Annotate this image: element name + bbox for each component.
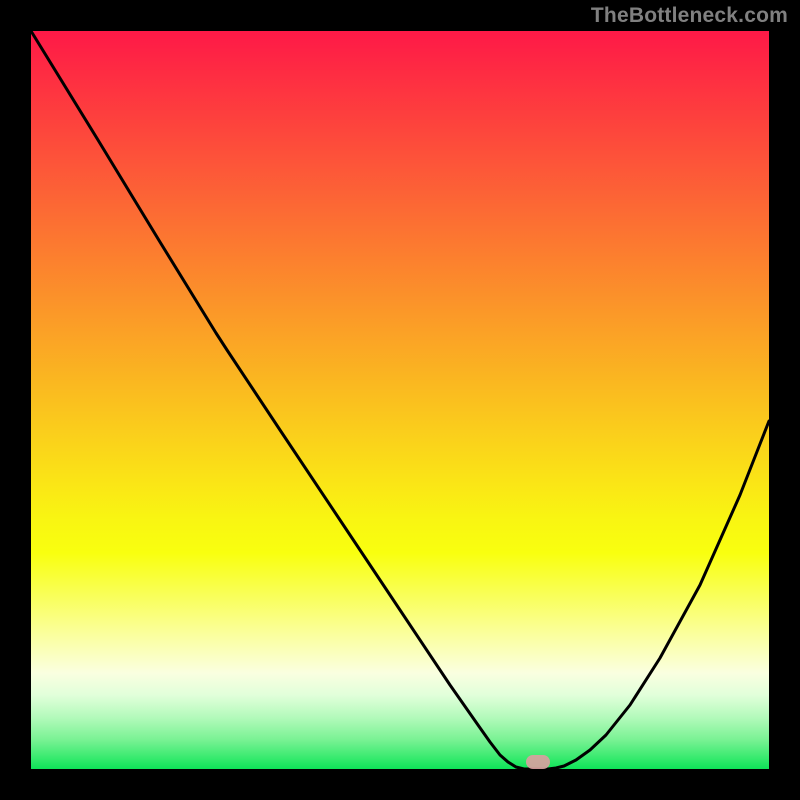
optimal-marker xyxy=(526,755,550,769)
watermark-text: TheBottleneck.com xyxy=(591,4,788,28)
chart-container: TheBottleneck.com xyxy=(0,0,800,800)
bottleneck-chart xyxy=(0,0,800,800)
